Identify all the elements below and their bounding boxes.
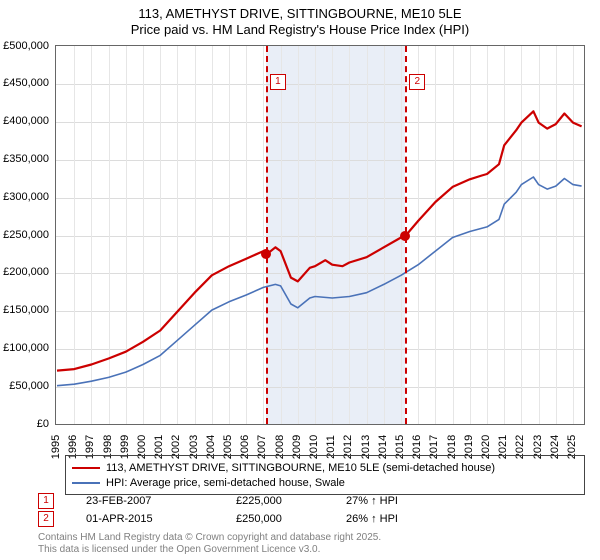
sales-row: 1 23-FEB-2007 £225,000 27% ↑ HPI [38, 492, 584, 510]
sale-price: £250,000 [236, 513, 346, 525]
y-axis-label: £500,000 [0, 40, 49, 52]
line-series-svg [56, 46, 586, 426]
sale-date: 01-APR-2015 [86, 513, 236, 525]
sale-marker-icon: 1 [38, 493, 54, 509]
title-subtitle: Price paid vs. HM Land Registry's House … [0, 22, 600, 38]
legend-label-hpi: HPI: Average price, semi-detached house,… [106, 477, 345, 489]
sale-point-icon [400, 231, 410, 241]
y-axis-label: £150,000 [0, 304, 49, 316]
sales-table: 1 23-FEB-2007 £225,000 27% ↑ HPI 2 01-AP… [38, 492, 584, 528]
sale-marker-box: 1 [270, 74, 286, 90]
legend-swatch-hpi [72, 482, 100, 484]
sales-row: 2 01-APR-2015 £250,000 26% ↑ HPI [38, 510, 584, 528]
sale-price: £225,000 [236, 495, 346, 507]
series-line-price_paid [57, 111, 582, 370]
plot-region: 12 [55, 45, 585, 425]
sale-diff: 26% ↑ HPI [346, 513, 466, 525]
y-axis-label: £50,000 [0, 380, 49, 392]
legend-box: 113, AMETHYST DRIVE, SITTINGBOURNE, ME10… [65, 455, 585, 495]
x-axis-label: 1995 [50, 434, 62, 458]
footer-attribution: Contains HM Land Registry data © Crown c… [38, 532, 381, 556]
y-axis-label: £0 [0, 418, 49, 430]
y-axis-label: £300,000 [0, 191, 49, 203]
legend-label-price-paid: 113, AMETHYST DRIVE, SITTINGBOURNE, ME10… [106, 462, 495, 474]
footer-line2: This data is licensed under the Open Gov… [38, 544, 381, 556]
sale-marker-box: 2 [409, 74, 425, 90]
y-axis-label: £100,000 [0, 342, 49, 354]
title-address: 113, AMETHYST DRIVE, SITTINGBOURNE, ME10… [0, 6, 600, 22]
y-axis-label: £400,000 [0, 115, 49, 127]
sale-marker-icon: 2 [38, 511, 54, 527]
series-line-hpi [57, 177, 582, 386]
legend-row-hpi: HPI: Average price, semi-detached house,… [72, 475, 578, 490]
y-axis-label: £250,000 [0, 229, 49, 241]
sale-diff: 27% ↑ HPI [346, 495, 466, 507]
sale-point-icon [261, 249, 271, 259]
sale-date: 23-FEB-2007 [86, 495, 236, 507]
y-axis-label: £450,000 [0, 77, 49, 89]
sale-marker-line [266, 46, 268, 424]
legend-row-price-paid: 113, AMETHYST DRIVE, SITTINGBOURNE, ME10… [72, 460, 578, 475]
y-axis-label: £350,000 [0, 153, 49, 165]
y-axis-label: £200,000 [0, 266, 49, 278]
legend-swatch-price-paid [72, 467, 100, 469]
footer-line1: Contains HM Land Registry data © Crown c… [38, 532, 381, 544]
chart-area: 12 £0£50,000£100,000£150,000£200,000£250… [55, 45, 585, 425]
chart-title: 113, AMETHYST DRIVE, SITTINGBOURNE, ME10… [0, 0, 600, 39]
